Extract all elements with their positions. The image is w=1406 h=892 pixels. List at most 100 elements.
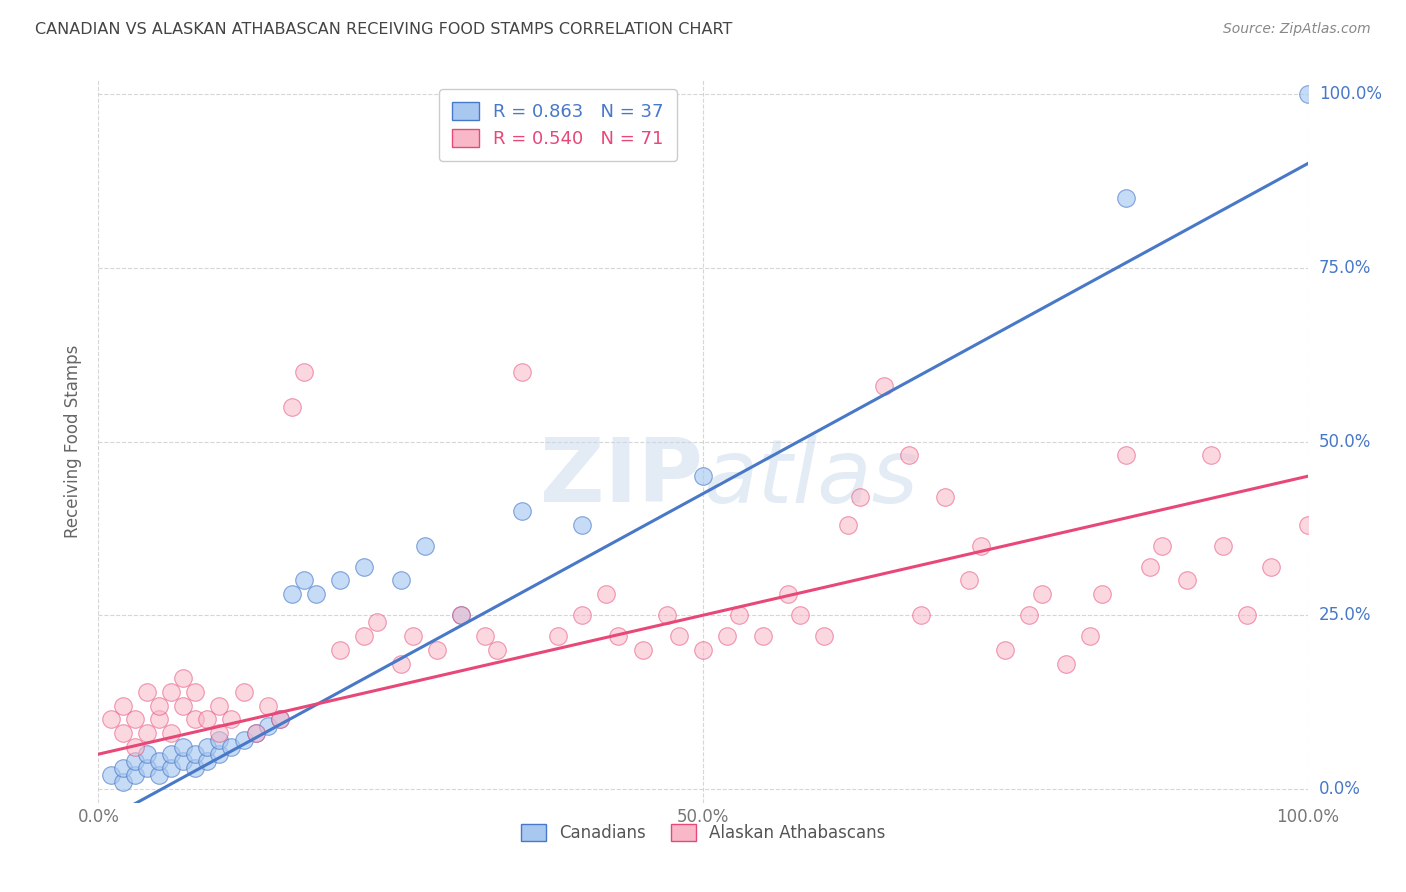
Point xyxy=(1236,608,1258,623)
Point xyxy=(1139,559,1161,574)
Point xyxy=(389,657,412,671)
Point xyxy=(148,713,170,727)
Y-axis label: Receiving Food Stamps: Receiving Food Stamps xyxy=(65,345,83,538)
Point xyxy=(474,629,496,643)
Point xyxy=(1296,87,1319,102)
Point xyxy=(789,608,811,623)
Point xyxy=(366,615,388,630)
Point xyxy=(184,747,207,761)
Point xyxy=(728,608,751,623)
Point xyxy=(148,754,170,768)
Point xyxy=(353,559,375,574)
Point xyxy=(269,713,291,727)
Point xyxy=(160,726,183,740)
Point xyxy=(994,643,1017,657)
Text: 100.0%: 100.0% xyxy=(1319,85,1382,103)
Point xyxy=(160,747,183,761)
Point xyxy=(111,698,134,713)
Point xyxy=(269,713,291,727)
Text: 75.0%: 75.0% xyxy=(1319,259,1371,277)
Text: 25.0%: 25.0% xyxy=(1319,607,1371,624)
Point xyxy=(292,574,315,588)
Point xyxy=(184,713,207,727)
Point xyxy=(135,726,157,740)
Point xyxy=(668,629,690,643)
Point xyxy=(281,587,304,601)
Point xyxy=(450,608,472,623)
Point xyxy=(934,490,956,504)
Point xyxy=(111,761,134,775)
Point xyxy=(910,608,932,623)
Point xyxy=(1212,539,1234,553)
Point xyxy=(970,539,993,553)
Point xyxy=(1054,657,1077,671)
Point xyxy=(100,713,122,727)
Point xyxy=(100,768,122,782)
Point xyxy=(160,761,183,775)
Point xyxy=(148,698,170,713)
Point xyxy=(957,574,980,588)
Point xyxy=(195,740,218,755)
Point xyxy=(1152,539,1174,553)
Point xyxy=(148,768,170,782)
Point xyxy=(849,490,872,504)
Point xyxy=(389,574,412,588)
Point xyxy=(547,629,569,643)
Point xyxy=(1115,191,1137,205)
Point xyxy=(486,643,509,657)
Point xyxy=(208,698,231,713)
Point xyxy=(813,629,835,643)
Point xyxy=(172,698,194,713)
Point xyxy=(1078,629,1101,643)
Point xyxy=(692,643,714,657)
Point xyxy=(692,469,714,483)
Point xyxy=(1018,608,1040,623)
Point xyxy=(124,754,146,768)
Point xyxy=(1115,449,1137,463)
Text: ZIP: ZIP xyxy=(540,434,703,521)
Point xyxy=(172,740,194,755)
Point xyxy=(873,379,896,393)
Text: CANADIAN VS ALASKAN ATHABASCAN RECEIVING FOOD STAMPS CORRELATION CHART: CANADIAN VS ALASKAN ATHABASCAN RECEIVING… xyxy=(35,22,733,37)
Point xyxy=(195,713,218,727)
Point xyxy=(245,726,267,740)
Point xyxy=(837,517,859,532)
Point xyxy=(595,587,617,601)
Point xyxy=(1260,559,1282,574)
Point xyxy=(160,684,183,698)
Point xyxy=(450,608,472,623)
Point xyxy=(1199,449,1222,463)
Point xyxy=(413,539,436,553)
Text: Source: ZipAtlas.com: Source: ZipAtlas.com xyxy=(1223,22,1371,37)
Point xyxy=(232,684,254,698)
Text: 0.0%: 0.0% xyxy=(1319,780,1361,798)
Point xyxy=(716,629,738,643)
Point xyxy=(208,733,231,747)
Point xyxy=(510,504,533,518)
Point xyxy=(305,587,328,601)
Point xyxy=(510,365,533,379)
Point xyxy=(135,761,157,775)
Point xyxy=(1091,587,1114,601)
Point xyxy=(571,517,593,532)
Point xyxy=(256,698,278,713)
Text: 50.0%: 50.0% xyxy=(1319,433,1371,450)
Point xyxy=(776,587,799,601)
Point xyxy=(655,608,678,623)
Point xyxy=(135,684,157,698)
Point xyxy=(571,608,593,623)
Point xyxy=(184,761,207,775)
Point xyxy=(329,643,352,657)
Point xyxy=(631,643,654,657)
Point xyxy=(135,747,157,761)
Point xyxy=(281,400,304,414)
Point xyxy=(292,365,315,379)
Point xyxy=(1031,587,1053,601)
Point xyxy=(353,629,375,643)
Point xyxy=(232,733,254,747)
Point xyxy=(195,754,218,768)
Point xyxy=(402,629,425,643)
Point xyxy=(111,726,134,740)
Point xyxy=(124,740,146,755)
Point xyxy=(172,754,194,768)
